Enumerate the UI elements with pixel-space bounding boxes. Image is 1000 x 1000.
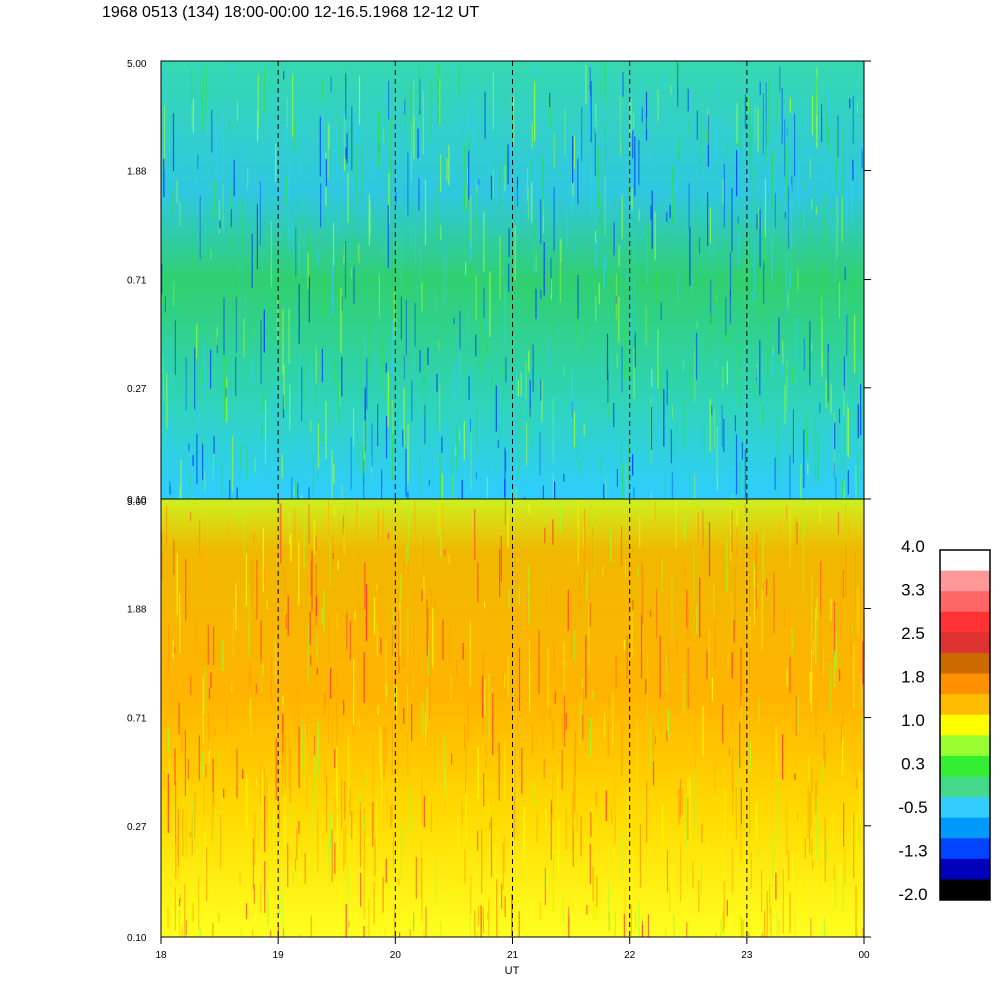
- upper-panel: [160, 60, 865, 500]
- colorbar-swatch-8: [940, 714, 990, 736]
- upper-ytick-label: 0.10: [127, 495, 147, 506]
- colorbar-swatch-2: [940, 591, 990, 613]
- lower-ytick-label: 0.10: [127, 933, 147, 944]
- colorbar-swatch-11: [940, 776, 990, 798]
- colorbar-label: 1.8: [901, 668, 925, 687]
- lower-ytick-label: 1.88: [127, 605, 147, 616]
- colorbar-swatch-7: [940, 694, 990, 716]
- xtick-label: 22: [624, 950, 636, 961]
- colorbar-frame: [939, 549, 991, 901]
- xtick-label: 00: [858, 950, 870, 961]
- xtick-label: 19: [273, 950, 285, 961]
- colorbar-label: -0.5: [898, 798, 927, 817]
- upper-ytick-label: 0.27: [127, 384, 147, 395]
- lower-ytick-label: 0.71: [127, 714, 147, 725]
- colorbar-label: 3.3: [901, 581, 925, 600]
- lower-ytick-label: 5.00: [127, 497, 147, 508]
- colorbar-swatch-10: [940, 755, 990, 777]
- chart-title: 1968 0513 (134) 18:00-00:00 12-16.5.1968…: [102, 4, 480, 21]
- upper-panel-texture: [161, 61, 864, 499]
- colorbar-label: 0.3: [901, 755, 925, 774]
- upper-ytick-label: 5.00: [127, 59, 147, 70]
- colorbar-swatch-6: [940, 673, 990, 695]
- colorbar-swatch-9: [940, 735, 990, 757]
- lower-panel-texture: [161, 499, 865, 937]
- xtick-label: 21: [507, 950, 519, 961]
- upper-ytick-label: 0.71: [127, 276, 147, 287]
- colorbar-swatch-0: [940, 550, 990, 572]
- xtick-label: 23: [741, 950, 753, 961]
- colorbar-label: -1.3: [898, 842, 927, 861]
- colorbar-label: 2.5: [901, 624, 925, 643]
- colorbar-swatch-14: [940, 838, 990, 860]
- colorbar-swatch-1: [940, 570, 990, 592]
- colorbar-label: 1.0: [901, 711, 925, 730]
- lower-ytick-label: 0.27: [127, 822, 147, 833]
- colorbar-label: -2.0: [898, 885, 927, 904]
- colorbar-label: 4.0: [901, 537, 925, 556]
- upper-ytick-label: 1.88: [127, 167, 147, 178]
- colorbar-swatch-15: [940, 858, 990, 880]
- xtick-label: 20: [390, 950, 402, 961]
- colorbar-swatch-5: [940, 652, 990, 675]
- colorbar-swatch-16: [940, 879, 990, 901]
- xtick-label: 18: [155, 950, 167, 961]
- x-axis-label: UT: [505, 965, 520, 977]
- colorbar-swatch-13: [940, 817, 990, 839]
- colorbar-swatch-4: [940, 632, 990, 654]
- lower-panel: [160, 498, 865, 938]
- colorbar-swatch-3: [940, 611, 990, 633]
- colorbar-swatch-12: [940, 797, 990, 819]
